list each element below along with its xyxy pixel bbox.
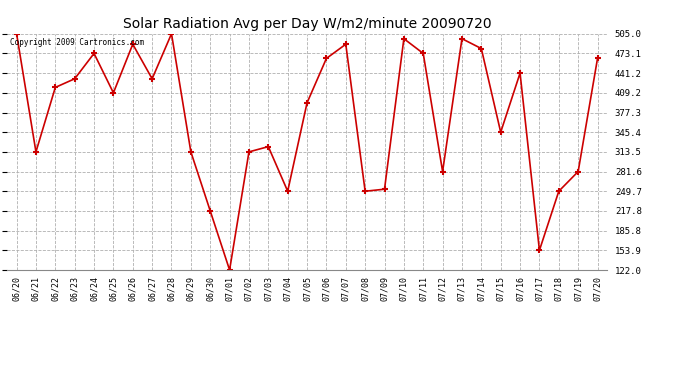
Title: Solar Radiation Avg per Day W/m2/minute 20090720: Solar Radiation Avg per Day W/m2/minute …	[123, 17, 491, 31]
Text: Copyright 2009 Cartronics.com: Copyright 2009 Cartronics.com	[10, 39, 144, 48]
